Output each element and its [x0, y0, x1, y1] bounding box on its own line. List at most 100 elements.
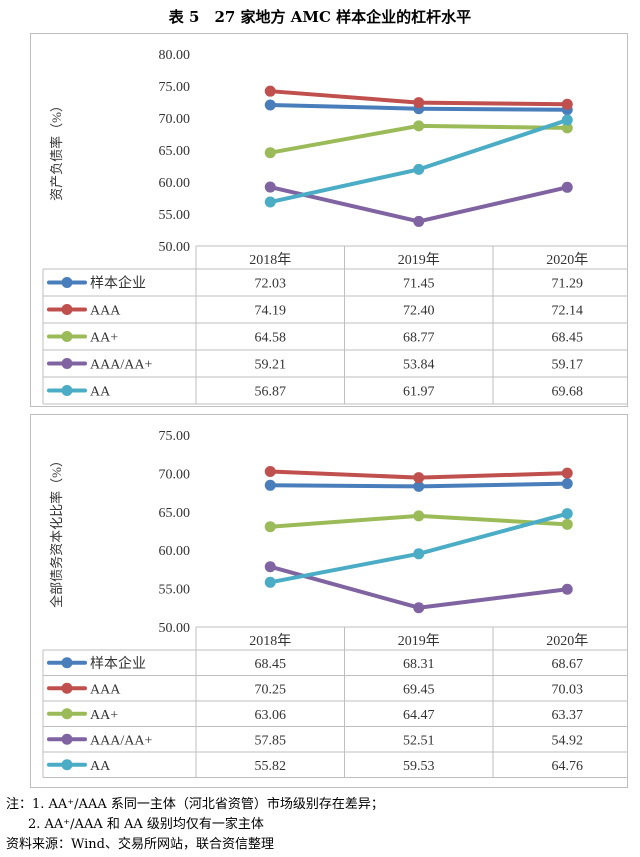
table-cell-value: 68.67	[552, 657, 584, 672]
data-point	[561, 518, 573, 530]
data-point	[561, 181, 573, 193]
table-cell-value: 64.58	[255, 331, 287, 346]
y-tick-label: 65.00	[159, 506, 191, 521]
legend-key-marker	[61, 733, 73, 745]
table-cell-value: 69.45	[403, 682, 435, 697]
table-cell-value: 63.06	[255, 708, 287, 723]
y-tick-label: 65.00	[159, 144, 191, 159]
table-cell-value: 69.68	[552, 385, 584, 400]
legend-key-marker	[61, 304, 73, 315]
x-tick-label: 2019年	[398, 252, 440, 268]
table-cell-value: 68.45	[552, 331, 584, 346]
y-tick-label: 50.00	[159, 240, 191, 255]
table-cell-value: 68.45	[255, 657, 287, 672]
table-cell-value: 52.51	[403, 733, 435, 748]
source-note: 资料来源：Wind、交易所网站，联合资信整理	[6, 837, 274, 852]
legend-key-marker	[61, 331, 73, 342]
y-axis-title: 资产负债率（%）	[49, 99, 64, 201]
y-tick-label: 60.00	[159, 544, 191, 559]
y-axis-title: 全部债务资本化比率（%）	[49, 454, 64, 608]
data-point	[264, 479, 276, 491]
table-cell-value: 61.97	[403, 385, 435, 400]
data-point	[413, 480, 425, 492]
y-tick-label: 70.00	[159, 112, 191, 127]
table-cell-value: 70.03	[552, 682, 584, 697]
data-point	[561, 98, 573, 110]
table-cell-value: 57.85	[255, 733, 287, 748]
data-point	[413, 120, 425, 132]
data-point	[264, 85, 276, 97]
table-cell-value: 71.45	[403, 277, 435, 292]
y-tick-label: 75.00	[159, 80, 191, 95]
data-point	[413, 548, 425, 560]
legend-entry: AAA/AA+	[90, 733, 152, 748]
y-tick-label: 70.00	[159, 467, 191, 482]
legend-key-marker	[61, 358, 73, 369]
y-tick-label: 75.00	[159, 429, 191, 444]
data-point	[413, 510, 425, 522]
legend-entry: 样本企业	[90, 655, 146, 672]
table-cell-value: 54.92	[552, 733, 584, 748]
table-cell-value: 53.84	[403, 358, 435, 373]
table-cell-value: 71.29	[552, 277, 584, 292]
table-cell-value: 72.40	[403, 304, 435, 319]
x-tick-label: 2020年	[546, 252, 588, 268]
data-point	[264, 561, 276, 573]
table-cell-value: 72.14	[552, 304, 584, 319]
data-point	[561, 467, 573, 479]
legend-entry: AAA	[90, 304, 121, 319]
y-tick-label: 55.00	[159, 208, 191, 223]
y-tick-label: 50.00	[159, 621, 191, 636]
table-cell-value: 68.77	[403, 331, 435, 346]
legend-key-marker	[61, 759, 73, 771]
table-cell-value: 59.21	[255, 358, 287, 373]
data-point	[264, 521, 276, 533]
data-point	[264, 99, 276, 111]
data-point	[413, 215, 425, 227]
x-tick-label: 2019年	[398, 633, 440, 649]
data-point	[561, 583, 573, 595]
x-tick-label: 2020年	[546, 633, 588, 649]
table-cell-value: 59.17	[552, 358, 584, 373]
table-cell-value: 64.47	[403, 708, 435, 723]
chart-panel-debt-asset-ratio: 80.00 75.00 70.00 65.00 60.00 55.00 50.00 资产负债率…	[30, 33, 628, 407]
table-cell-value: 74.19	[255, 304, 287, 319]
table-cell-value: 64.76	[552, 759, 584, 774]
data-point	[413, 602, 425, 614]
data-point	[413, 163, 425, 175]
x-tick-label: 2018年	[249, 633, 291, 649]
y-tick-label: 55.00	[159, 583, 191, 598]
chart-panel-debt-capitalization-ratio: 75.00 70.00 65.00 60.00 55.00 50.00 全部债务资本化比率（…	[30, 414, 628, 788]
data-point	[561, 122, 573, 134]
y-tick-label: 80.00	[159, 48, 191, 63]
legend-entry: AA	[90, 385, 111, 400]
data-point	[561, 508, 573, 520]
footnote-1: 注：1. AA⁺/AAA 系同一主体（河北省资管）市场级别存在差异；	[6, 797, 384, 812]
data-point	[264, 147, 276, 159]
data-point	[264, 576, 276, 588]
footnote-2: 2. AA⁺/AAA 和 AA 级别均仅有一家主体	[28, 817, 264, 832]
legend-entry: AA	[90, 759, 111, 774]
legend-key-marker	[61, 682, 73, 694]
table-cell-value: 56.87	[255, 385, 287, 400]
footnotes: 注：1. AA⁺/AAA 系同一主体（河北省资管）市场级别存在差异； 2. AA…	[6, 795, 384, 855]
data-point	[264, 196, 276, 208]
data-point	[264, 465, 276, 477]
legend-entry: AAA	[90, 682, 121, 697]
legend-key-marker	[61, 708, 73, 720]
page-title: 表 5 27 家地方 AMC 样本企业的杠杆水平	[168, 8, 472, 26]
series-line	[268, 118, 570, 205]
data-point	[413, 97, 425, 109]
legend-key-marker	[61, 657, 73, 669]
table-cell-value: 59.53	[403, 759, 435, 774]
table-cell-value: 63.37	[552, 708, 584, 723]
data-point	[264, 181, 276, 193]
line-chart-debt-capitalization-ratio: 75.00 70.00 65.00 60.00 55.00 50.00 全部债务资本化比率（…	[42, 429, 627, 778]
legend-entry: AAA/AA+	[90, 358, 152, 373]
legend-entry: AA+	[90, 708, 118, 723]
data-point	[561, 478, 573, 490]
table-cell-value: 68.31	[403, 657, 435, 672]
table-cell-value: 70.25	[255, 682, 287, 697]
y-tick-label: 60.00	[159, 176, 191, 191]
legend-key-marker	[61, 385, 73, 396]
